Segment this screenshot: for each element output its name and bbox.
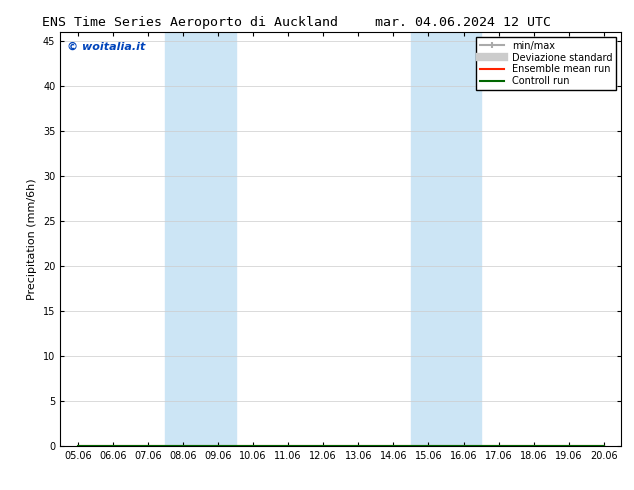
Y-axis label: Precipitation (mm/6h): Precipitation (mm/6h) xyxy=(27,178,37,300)
Bar xyxy=(165,32,236,446)
Legend: min/max, Deviazione standard, Ensemble mean run, Controll run: min/max, Deviazione standard, Ensemble m… xyxy=(476,37,616,90)
Text: mar. 04.06.2024 12 UTC: mar. 04.06.2024 12 UTC xyxy=(375,16,551,29)
Bar xyxy=(411,32,481,446)
Text: ENS Time Series Aeroporto di Auckland: ENS Time Series Aeroporto di Auckland xyxy=(42,16,338,29)
Text: © woitalia.it: © woitalia.it xyxy=(67,42,145,52)
